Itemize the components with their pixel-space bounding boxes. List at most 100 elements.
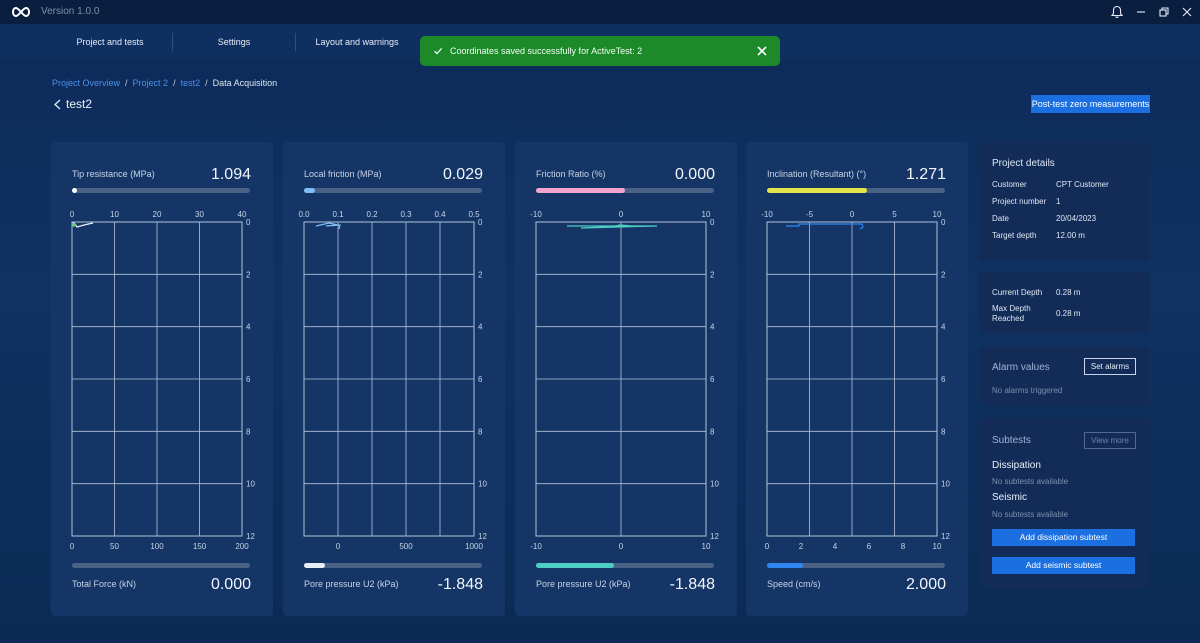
top-tick-label: 0 (70, 210, 75, 219)
depth-tick-label: 4 (478, 323, 483, 332)
minimize-icon[interactable] (1134, 5, 1148, 19)
restore-icon[interactable] (1157, 5, 1171, 19)
detail-value: 20/04/2023 (1056, 214, 1097, 223)
value-bar (536, 188, 714, 193)
detail-key: Target depth (992, 231, 1037, 240)
depth-tick-label: 0 (941, 218, 946, 227)
top-tick-label: 0.1 (332, 210, 344, 219)
bottom-tick-label: 10 (933, 542, 942, 551)
breadcrumb-test[interactable]: test2 (180, 78, 201, 88)
max-depth-label-line2: Reached (992, 314, 1025, 323)
breadcrumb-project[interactable]: Project 2 (132, 78, 169, 88)
bottom-tick-label: 0 (70, 542, 75, 551)
toast-message: Coordinates saved successfully for Activ… (450, 46, 643, 56)
depth-tick-label: 2 (710, 270, 715, 279)
card-label: Local friction (MPa) (304, 169, 382, 179)
tab-project-and-tests[interactable]: Project and tests (76, 37, 144, 47)
set-alarms-button[interactable]: Set alarms (1084, 358, 1136, 375)
depth-tick-label: 10 (941, 480, 950, 489)
depth-tick-label: 0 (246, 218, 251, 227)
depth-tick-label: 12 (710, 532, 719, 541)
max-depth-value: 0.28 m (1056, 309, 1081, 318)
depth-tick-label: 0 (710, 218, 715, 227)
seismic-status: No subtests available (992, 510, 1069, 519)
depth-tick-label: 6 (246, 375, 251, 384)
data-trace (786, 223, 864, 230)
breadcrumb-project-overview[interactable]: Project Overview (52, 78, 121, 88)
top-tick-label: 10 (933, 210, 942, 219)
close-icon[interactable] (756, 45, 768, 57)
top-tick-label: 0.3 (400, 210, 412, 219)
depth-tick-label: 4 (246, 323, 251, 332)
bell-icon[interactable] (1110, 5, 1124, 19)
post-test-zero-measurements-button[interactable]: Post-test zero measurements (1031, 95, 1150, 113)
add-seismic-subtest-button[interactable]: Add seismic subtest (992, 557, 1135, 574)
bottom-label: Pore pressure U2 (kPa) (304, 579, 399, 589)
depth-tick-label: 12 (478, 532, 487, 541)
detail-key: Project number (992, 197, 1047, 206)
project-details-panel: Project details Customer CPT Customer Pr… (979, 142, 1149, 260)
view-more-button[interactable]: View more (1084, 432, 1136, 449)
bottom-tick-label: 2 (799, 542, 804, 551)
detail-key: Date (992, 214, 1009, 223)
alarm-values-panel: Alarm values Set alarms No alarms trigge… (979, 346, 1149, 406)
depth-tick-label: 2 (941, 270, 946, 279)
detail-value: 1 (1056, 197, 1061, 206)
data-trace (72, 222, 94, 228)
panel-title: Alarm values (992, 362, 1050, 373)
card-label: Tip resistance (MPa) (72, 169, 155, 179)
success-toast: Coordinates saved successfully for Activ… (420, 36, 780, 66)
bottom-label: Pore pressure U2 (kPa) (536, 579, 631, 589)
depth-tick-label: 4 (710, 323, 715, 332)
bottom-tick-label: -10 (530, 542, 542, 551)
bottom-value: 0.000 (210, 576, 251, 593)
current-depth-value: 0.28 m (1056, 288, 1081, 297)
top-tick-label: 40 (238, 210, 247, 219)
depth-tick-label: 2 (246, 270, 251, 279)
add-dissipation-subtest-button[interactable]: Add dissipation subtest (992, 529, 1135, 546)
card-label: Friction Ratio (%) (536, 169, 606, 179)
subtests-panel: Subtests View more Dissipation No subtes… (979, 418, 1149, 588)
top-tick-label: 0.5 (468, 210, 480, 219)
page-title: test2 (66, 97, 93, 111)
detail-value: 12.00 m (1056, 231, 1085, 240)
data-trace (567, 224, 658, 229)
top-tick-label: -10 (530, 210, 542, 219)
bottom-bar-fill (536, 563, 615, 568)
value-bar (304, 188, 482, 193)
alarm-status: No alarms triggered (992, 386, 1063, 395)
bottom-bar (536, 563, 714, 568)
close-window-icon[interactable] (1180, 5, 1194, 19)
top-tick-label: 0 (619, 210, 624, 219)
depth-tick-label: 10 (478, 480, 487, 489)
check-icon (434, 48, 443, 55)
bottom-label: Total Force (kN) (72, 579, 137, 589)
value-bar-fill (767, 188, 867, 193)
bottom-tick-label: 8 (901, 542, 906, 551)
chart-card-inclination: Inclination (Resultant) (°) 1.271 0 2 4 6 8 1… (746, 142, 968, 616)
top-tick-label: 5 (892, 210, 897, 219)
back-arrow-icon[interactable] (53, 99, 62, 110)
top-tick-label: 0 (850, 210, 855, 219)
bottom-tick-label: 0 (619, 542, 624, 551)
top-tick-label: -5 (806, 210, 814, 219)
top-tick-label: 30 (195, 210, 204, 219)
card-value: 1.094 (210, 166, 251, 183)
top-tick-label: 10 (702, 210, 711, 219)
bottom-value: -1.848 (437, 576, 483, 593)
bottom-tick-label: 100 (150, 542, 164, 551)
bottom-bar (304, 563, 482, 568)
bottom-tick-label: 500 (399, 542, 413, 551)
tab-layout-and-warnings[interactable]: Layout and warnings (315, 37, 399, 47)
detail-value: CPT Customer (1056, 180, 1109, 189)
bottom-tick-label: 6 (867, 542, 872, 551)
breadcrumb-separator: / (125, 78, 128, 88)
top-tick-label: 0.4 (434, 210, 446, 219)
depth-tick-label: 10 (246, 480, 255, 489)
breadcrumb-separator: / (205, 78, 208, 88)
depth-tick-label: 12 (941, 532, 950, 541)
chart-card-tip-resistance: Tip resistance (MPa) 1.094 0 2 4 6 8 10 12 0 10 2… (51, 142, 273, 616)
tab-settings[interactable]: Settings (217, 37, 251, 47)
depth-tick-label: 6 (478, 375, 483, 384)
value-bar-fill (536, 188, 625, 193)
